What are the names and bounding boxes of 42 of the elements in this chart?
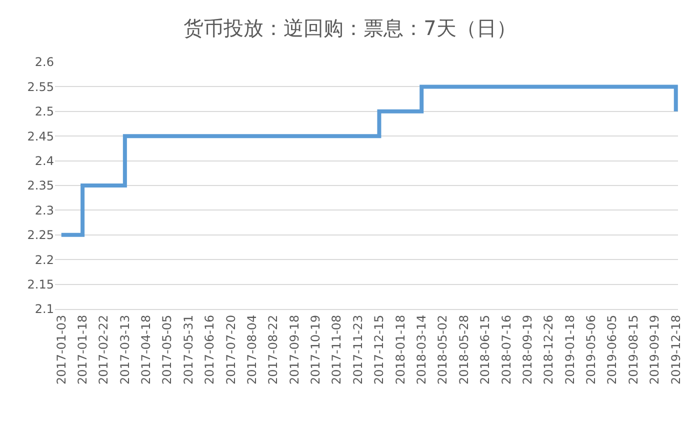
x-tick-label: 2019-08-15: [626, 314, 640, 385]
y-tick-label: 2.1: [34, 302, 54, 316]
x-tick-label: 2019-12-18: [668, 314, 683, 385]
x-tick-label: 2017-05-05: [160, 314, 174, 385]
x-tick-label: 2017-01-18: [75, 314, 90, 385]
y-tick-label: 2.3: [34, 203, 54, 218]
x-tick-label: 2018-03-14: [414, 314, 428, 385]
chart-title: 货币投放：逆回购：票息：7天（日）: [184, 16, 516, 40]
x-tick-label: 2019-05-06: [584, 314, 598, 385]
y-tick-label: 2.55: [27, 80, 54, 94]
y-tick-label: 2.35: [27, 178, 54, 193]
x-tick-label: 2018-05-28: [456, 314, 471, 385]
x-tick-label: 2017-08-04: [244, 314, 259, 385]
x-tick-label: 2018-05-02: [436, 314, 450, 385]
y-tick-label: 2.5: [34, 104, 54, 119]
y-tick-label: 2.4: [34, 154, 54, 168]
x-tick-label: 2019-09-19: [648, 314, 662, 385]
x-tick-label: 2017-10-19: [308, 314, 323, 385]
x-tick-label: 2017-04-18: [139, 314, 154, 385]
x-tick-label: 2017-11-23: [350, 314, 365, 385]
y-tick-label: 2.2: [34, 252, 54, 267]
y-tick-label: 2.25: [27, 228, 54, 242]
y-tick-label: 2.15: [27, 278, 54, 292]
x-tick-label: 2019-01-18: [562, 314, 577, 385]
x-tick-label: 2018-01-18: [393, 314, 408, 385]
x-tick-label: 2017-01-03: [54, 314, 68, 385]
x-tick-label: 2017-07-20: [224, 314, 238, 385]
x-tick-label: 2017-08-22: [266, 314, 280, 385]
x-tick-label: 2018-07-16: [499, 314, 514, 385]
x-tick-label: 2017-05-31: [181, 314, 196, 385]
x-tick-label: 2019-06-05: [605, 314, 620, 385]
x-tick-label: 2017-09-18: [287, 314, 302, 385]
x-tick-label: 2017-06-16: [202, 314, 217, 385]
x-tick-label: 2017-03-13: [118, 314, 132, 385]
x-tick-label: 2017-12-15: [372, 314, 386, 385]
x-tick-label: 2018-12-26: [542, 314, 556, 385]
x-tick-label: 2017-02-22: [96, 314, 111, 385]
x-tick-label: 2018-09-19: [520, 314, 534, 385]
x-tick-label: 2017-11-08: [330, 314, 344, 385]
y-tick-label: 2.45: [27, 129, 54, 144]
x-tick-label: 2018-06-15: [478, 314, 492, 385]
y-tick-label: 2.6: [34, 55, 54, 70]
